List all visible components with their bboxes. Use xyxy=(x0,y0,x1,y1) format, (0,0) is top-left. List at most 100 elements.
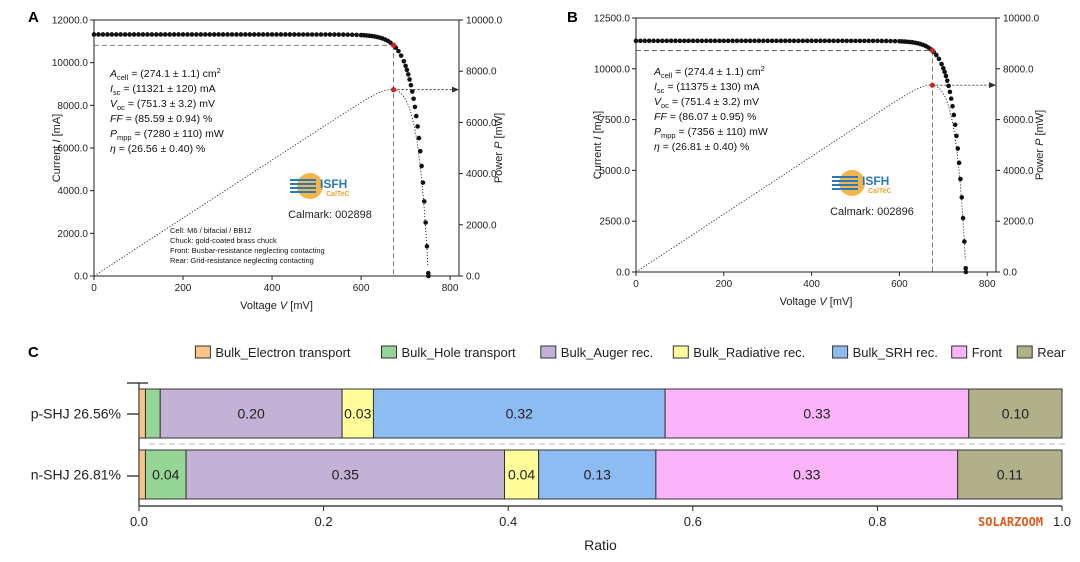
row-label: p-SHJ 26.56% xyxy=(31,406,121,422)
iv-data-point xyxy=(844,38,850,44)
iv-data-point xyxy=(251,32,257,37)
iv-data-point xyxy=(699,38,705,44)
y-axis-label: Current I [mA] xyxy=(51,114,63,182)
iv-data-point xyxy=(105,32,110,37)
iv-data-point xyxy=(826,38,832,44)
bar-segment xyxy=(372,388,666,439)
iv-data-point xyxy=(822,38,828,44)
measurement-symbol: V xyxy=(654,96,662,108)
iv-data-point xyxy=(398,53,404,58)
y-tick-label: 5000.0 xyxy=(599,166,630,177)
iv-data-point xyxy=(300,32,306,37)
iv-data-point xyxy=(866,38,871,44)
measurement-value: = (7356 ± 110) mW xyxy=(676,126,768,138)
iv-data-point xyxy=(956,160,962,166)
iv-data-point xyxy=(695,38,700,44)
iv-data-point xyxy=(952,122,958,128)
mpp-current-marker xyxy=(390,42,397,48)
measurement-symbol: A xyxy=(109,68,117,80)
iv-data-point xyxy=(419,163,424,169)
y-axis-label-var: I xyxy=(51,139,63,142)
iv-data-point xyxy=(747,38,753,44)
iv-data-point xyxy=(963,269,969,275)
mpp-power-marker xyxy=(390,87,397,93)
iv-data-point xyxy=(835,38,841,44)
iv-data-point xyxy=(818,38,823,44)
iv-data-point xyxy=(946,83,951,89)
iv-data-point xyxy=(229,32,235,37)
measurement-value: = (86.07 ± 0.95) % xyxy=(667,111,757,123)
iv-data-point xyxy=(959,195,965,200)
power-curve xyxy=(93,89,429,277)
x-tick-label: 800 xyxy=(979,279,996,290)
y2-axis-label-unit: [mW] xyxy=(1034,110,1046,139)
panel-letter-a: A xyxy=(28,9,39,26)
iv-data-point xyxy=(879,38,885,44)
iv-data-point xyxy=(256,32,261,37)
bar-segment xyxy=(138,449,146,500)
y-tick-label: 0.0 xyxy=(74,272,88,283)
iv-data-point xyxy=(171,32,177,37)
iv-data-point xyxy=(939,61,944,67)
y-axis-label-unit: [mA] xyxy=(592,111,604,137)
y2-tick-label: 6000.0 xyxy=(1003,115,1034,126)
y-tick-label: 12500.0 xyxy=(594,14,631,25)
plot-frame xyxy=(635,17,997,273)
measurement-symbol: η xyxy=(654,141,660,153)
measurement-subscript: sc xyxy=(113,88,121,97)
iv-data-point xyxy=(951,112,957,118)
iv-data-point xyxy=(941,65,946,71)
iv-data-point xyxy=(787,38,792,44)
logo-stripe xyxy=(832,188,858,190)
iv-data-point xyxy=(703,38,709,44)
iv-data-point xyxy=(305,32,310,37)
iv-data-point xyxy=(158,32,164,37)
iv-data-point xyxy=(278,32,284,37)
iv-data-point xyxy=(756,38,762,44)
y-axis-label: Current I [mA] xyxy=(592,111,604,179)
iv-chart-a: 0 200 400 600 8000.02000.04000.06000.08000.0… xyxy=(51,16,505,313)
legend-label: Rear xyxy=(1037,345,1066,360)
iv-data-point xyxy=(963,265,969,271)
bar-segment-label: 0.03 xyxy=(344,406,371,422)
measurement-value: = (751.3 ± 3.2) mV xyxy=(125,98,215,110)
measurement-line: Isc = (11321 ± 120) mA xyxy=(110,83,216,97)
iv-data-point xyxy=(211,32,217,37)
iv-data-point xyxy=(948,96,954,101)
x-axis-label-name: Voltage xyxy=(240,300,280,312)
iv-data-point xyxy=(686,38,691,44)
iv-data-point xyxy=(673,38,678,44)
iv-data-point xyxy=(423,220,428,225)
x-tick-label: 200 xyxy=(175,283,192,294)
iv-data-point xyxy=(800,38,806,44)
iv-data-point xyxy=(118,32,124,37)
row-label: n-SHJ 26.81% xyxy=(31,467,121,483)
iv-data-point xyxy=(274,32,279,37)
iv-data-point xyxy=(336,32,342,37)
iv-data-point xyxy=(831,38,836,44)
calmark-text: Calmark: 002896 xyxy=(830,206,914,218)
x-axis-label-var: V xyxy=(819,296,828,308)
iv-data-point xyxy=(198,32,204,37)
iv-data-point xyxy=(327,32,333,37)
c-x-tick-label: 0.8 xyxy=(868,514,886,529)
iv-data-point xyxy=(91,32,97,37)
iv-data-point xyxy=(721,38,727,44)
measurement-symbol: P xyxy=(654,126,661,138)
iv-data-point xyxy=(958,176,963,182)
iv-data-point xyxy=(857,38,863,44)
x-tick-label: 400 xyxy=(264,283,281,294)
measurement-superscript: 2 xyxy=(761,64,765,73)
iv-data-point xyxy=(752,38,757,44)
bar-segment-label: 0.11 xyxy=(997,467,1023,483)
iv-data-point xyxy=(413,113,419,119)
measurement-superscript: 2 xyxy=(217,66,221,75)
iv-data-point xyxy=(950,103,955,109)
iv-data-point xyxy=(100,32,106,37)
y2-axis-label-var: P xyxy=(1034,138,1046,146)
legend-label: Bulk_SRH rec. xyxy=(853,345,938,360)
y-tick-label: 8000.0 xyxy=(57,101,88,112)
logo-stripe xyxy=(832,184,858,186)
logo-stripe xyxy=(290,187,316,189)
